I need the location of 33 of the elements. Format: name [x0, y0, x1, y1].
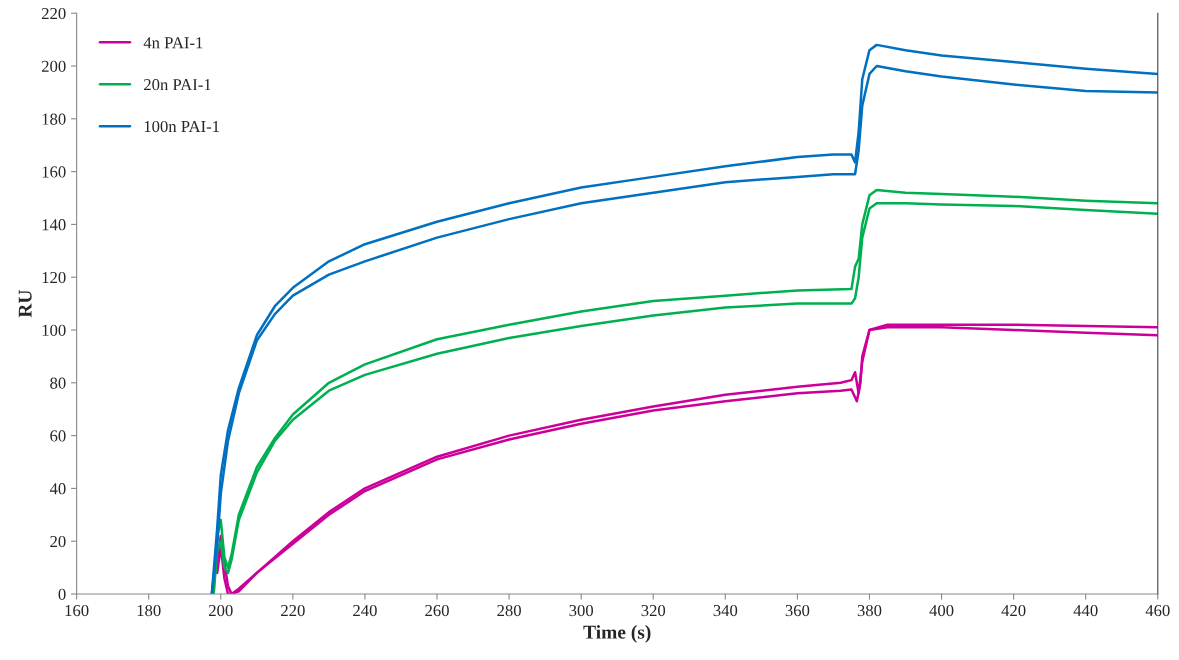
y-tick-label: 160: [42, 166, 66, 178]
y-tick-label: 220: [41, 7, 66, 20]
x-tick-label: 180: [137, 604, 161, 617]
x-tick-label: 160: [65, 604, 89, 617]
x-tick-label: 380: [857, 604, 882, 617]
x-tick-label: 400: [929, 604, 954, 617]
y-tick-label: 60: [50, 430, 66, 442]
x-tick-label: 460: [1145, 604, 1170, 617]
y-tick-label: 40: [49, 483, 66, 495]
legend-label: 4n PAI-1: [143, 37, 203, 49]
y-axis-title: RU: [18, 290, 32, 318]
y-tick-label: 140: [42, 219, 66, 231]
x-axis-title: Time (s): [583, 625, 651, 643]
x-tick-label: 280: [497, 604, 521, 617]
y-tick-label: 200: [41, 60, 66, 72]
x-tick-label: 220: [281, 604, 305, 617]
legend-label: 20n PAI-1: [144, 79, 211, 91]
x-tick-label: 340: [713, 604, 738, 617]
x-tick-label: 200: [209, 604, 233, 617]
y-tick-label: 120: [42, 271, 66, 284]
x-tick-label: 360: [785, 604, 810, 617]
x-tick-label: 440: [1073, 604, 1098, 617]
x-tick-label: 240: [353, 604, 377, 617]
x-tick-label: 260: [425, 604, 449, 617]
y-tick-label: 80: [50, 377, 66, 389]
y-tick-label: 20: [50, 535, 66, 548]
x-tick-label: 300: [569, 604, 594, 617]
x-tick-label: 420: [1001, 604, 1026, 617]
legend-label: 100n PAI-1: [144, 120, 220, 133]
y-tick-label: 0: [58, 588, 66, 600]
y-tick-label: 100: [42, 324, 66, 336]
y-tick-label: 180: [42, 113, 66, 125]
x-tick-label: 320: [641, 604, 666, 617]
